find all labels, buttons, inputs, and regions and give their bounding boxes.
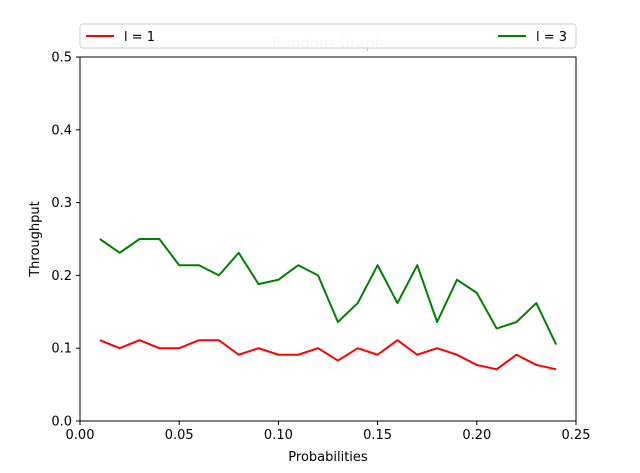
x-tick-label: 0.20	[462, 428, 491, 443]
data-point-series-0	[415, 353, 419, 357]
y-tick-label: 0.1	[51, 342, 72, 357]
legend-frame	[79, 23, 577, 49]
y-tick-label: 0.0	[51, 415, 72, 430]
data-point-series-1	[217, 273, 221, 277]
data-point-series-1	[276, 278, 280, 282]
data-point-series-0	[316, 346, 320, 350]
data-point-series-1	[118, 251, 122, 255]
data-point-series-1	[514, 320, 518, 324]
legend-label-series-0: l = 1	[124, 30, 155, 45]
data-point-series-1	[177, 263, 181, 267]
data-point-series-0	[356, 346, 360, 350]
data-point-series-0	[534, 363, 538, 367]
data-point-series-0	[217, 338, 221, 342]
plot-area	[98, 237, 558, 371]
data-point-series-1	[257, 282, 261, 286]
data-point-series-1	[376, 263, 380, 267]
data-point-series-1	[455, 278, 459, 282]
x-tick-label: 0.05	[165, 428, 194, 443]
x-axis-label: Probabilities	[288, 450, 368, 465]
y-tick-label: 0.4	[51, 123, 72, 138]
data-point-series-0	[177, 346, 181, 350]
series-line-0	[99, 339, 557, 371]
data-point-series-0	[376, 353, 380, 357]
data-point-series-0	[157, 346, 161, 350]
data-point-series-1	[237, 251, 241, 255]
axes-frame	[79, 56, 577, 422]
legend-label-series-1: l = 3	[536, 30, 567, 45]
data-point-series-0	[475, 363, 479, 367]
data-point-series-0	[455, 353, 459, 357]
y-axis-label: Throughput	[28, 201, 43, 278]
x-tick-label: 0.00	[66, 428, 95, 443]
y-axis-ticks: 0.0 0.1 0.2 0.3 0.4 0.5	[51, 51, 80, 430]
data-point-series-0	[276, 353, 280, 357]
legend: l = 1 l = 3	[79, 23, 577, 49]
data-point-series-0	[495, 367, 499, 371]
data-point-series-1	[395, 301, 399, 305]
y-tick-label: 0.5	[51, 51, 72, 66]
data-point-series-1	[138, 237, 142, 241]
data-point-series-1	[98, 237, 102, 241]
data-point-series-0	[514, 353, 518, 357]
data-point-series-0	[98, 338, 102, 342]
data-point-series-0	[257, 346, 261, 350]
y-tick-label: 0.2	[51, 269, 72, 284]
data-point-series-0	[138, 338, 142, 342]
data-point-series-0	[435, 346, 439, 350]
data-point-series-1	[296, 263, 300, 267]
data-point-series-0	[118, 346, 122, 350]
data-point-series-1	[197, 263, 201, 267]
data-point-series-1	[554, 343, 558, 347]
x-tick-label: 0.15	[363, 428, 392, 443]
data-point-series-1	[157, 237, 161, 241]
data-point-series-1	[415, 263, 419, 267]
data-point-series-1	[495, 327, 499, 331]
x-axis-ticks: 0.00 0.05 0.10 0.15 0.20 0.25	[66, 421, 591, 443]
data-point-series-0	[554, 367, 558, 371]
y-tick-label: 0.3	[51, 196, 72, 211]
data-point-series-0	[395, 338, 399, 342]
series-line-1	[99, 238, 558, 345]
data-point-series-1	[475, 291, 479, 295]
x-tick-label: 0.25	[562, 428, 591, 443]
data-point-series-1	[435, 320, 439, 324]
data-point-series-0	[197, 338, 201, 342]
data-point-series-0	[336, 359, 340, 363]
data-point-series-1	[336, 320, 340, 324]
x-tick-label: 0.10	[264, 428, 293, 443]
data-point-series-1	[316, 273, 320, 277]
data-point-series-0	[296, 353, 300, 357]
data-point-series-1	[356, 301, 360, 305]
data-point-series-1	[534, 301, 538, 305]
data-point-series-0	[237, 353, 241, 357]
